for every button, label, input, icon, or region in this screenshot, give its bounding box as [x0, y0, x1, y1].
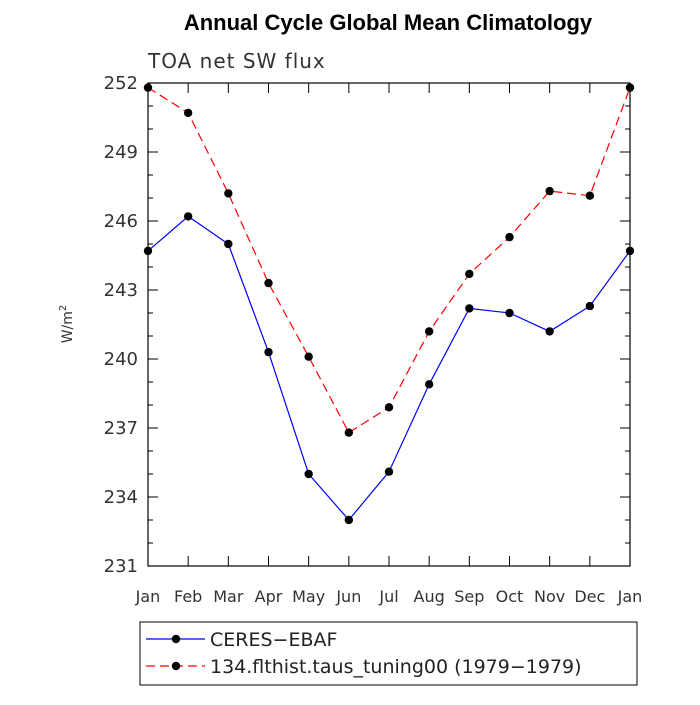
y-tick-label: 237: [104, 418, 138, 439]
legend-box: [139, 621, 638, 686]
series-1-point: [344, 515, 354, 525]
series-2-point: [424, 327, 434, 336]
x-tick-label: Sep: [454, 587, 484, 606]
legend-marker-1: [171, 634, 181, 644]
series-2-point: [143, 83, 153, 92]
series-1-point: [384, 467, 394, 476]
x-tick-label: Aug: [414, 587, 445, 606]
y-tick-label: 243: [104, 280, 138, 301]
x-tick-label: Jan: [617, 587, 643, 606]
series-2-point: [545, 186, 554, 196]
series-2-point: [264, 278, 273, 288]
x-tick-label: Jan: [135, 587, 161, 606]
series-2-point: [304, 352, 313, 361]
legend-marker-2: [171, 661, 181, 671]
series-1-point: [264, 347, 273, 357]
y-tick-label: 246: [104, 211, 138, 232]
x-tick-label: Jul: [378, 587, 398, 606]
y-axis-label-base: W/m: [60, 311, 76, 343]
y-axis-label: W/m2: [58, 305, 76, 344]
x-tick-label: Mar: [213, 587, 244, 606]
series-1-point: [143, 246, 153, 256]
plot-frame: [147, 82, 631, 567]
chart-title: Annual Cycle Global Mean Climatology: [184, 10, 593, 35]
x-tick-label: Nov: [534, 587, 565, 606]
series-line-2: [147, 87, 631, 434]
series-1-point: [183, 212, 193, 221]
y-tick-label: 234: [104, 487, 138, 508]
x-tick-label: Dec: [574, 587, 605, 606]
series-1-point: [545, 327, 554, 336]
series-2-point: [344, 428, 354, 437]
y-axis-label-superscript: 2: [58, 305, 69, 311]
y-tick-label: 249: [104, 142, 138, 163]
series-1-point: [465, 304, 474, 313]
x-tick-label: Apr: [255, 587, 283, 606]
x-tick-label: Jun: [335, 587, 361, 606]
series-1-point: [424, 380, 434, 389]
legend-label-1: CERES−EBAF: [210, 629, 337, 651]
series-2-point: [505, 232, 514, 242]
legend: CERES−EBAF 134.flthist.taus_tuning00 (197…: [139, 621, 638, 686]
y-tick-label: 252: [104, 73, 138, 94]
series-2-point: [625, 83, 635, 92]
series-1-point: [585, 301, 595, 311]
y-tick-label: 240: [104, 349, 138, 370]
series-2-point: [384, 403, 394, 412]
series-1-point: [505, 308, 514, 318]
legend-label-2: 134.flthist.taus_tuning00 (1979−1979): [210, 656, 582, 678]
series-1-point: [224, 239, 233, 249]
x-tick-label: Oct: [496, 587, 524, 606]
series-2-point: [183, 108, 193, 118]
x-tick-label: Feb: [174, 587, 202, 606]
series: [143, 83, 635, 525]
x-tick-label: May: [292, 587, 325, 606]
series-2-point: [465, 269, 474, 279]
chart-subtitle: TOA net SW flux: [147, 49, 326, 73]
series-2-point: [224, 189, 233, 198]
series-1-point: [304, 469, 313, 479]
y-tick-label: 231: [104, 556, 138, 577]
axes: 231 234 237 240 243 246 249 252 Jan Feb Mar Apr May J…: [104, 73, 643, 606]
series-2-point: [585, 191, 595, 200]
series-1-point: [625, 246, 635, 256]
